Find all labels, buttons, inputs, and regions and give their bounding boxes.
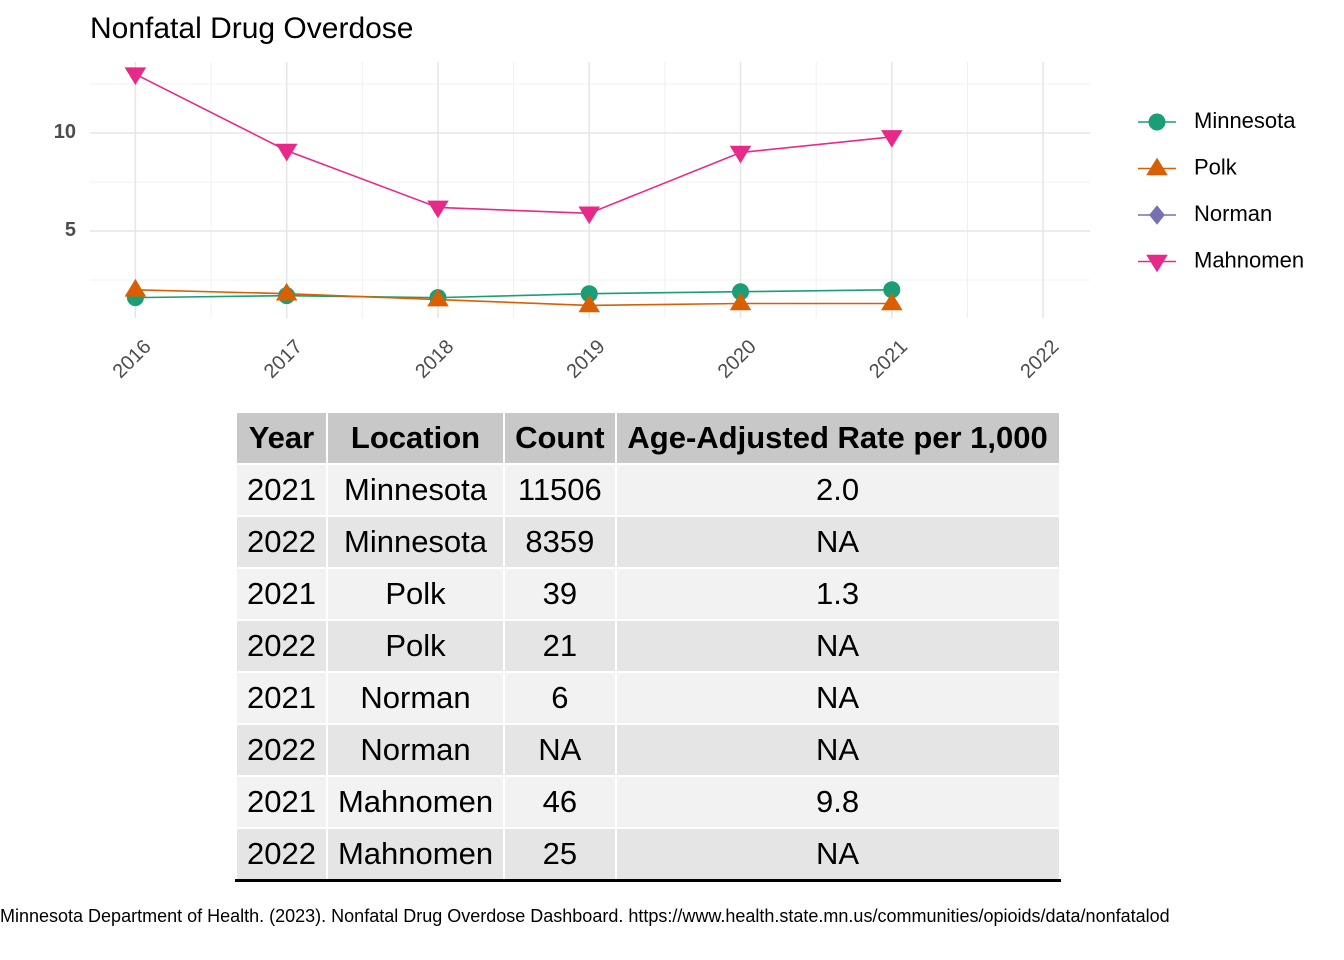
table-cell: 2021 [235,463,328,517]
series-line [135,288,892,299]
point [275,282,298,301]
table-cell: 6 [503,671,617,725]
table-cell: Minnesota [325,463,506,517]
table-cell: 2.0 [614,463,1061,517]
x-tick-label: 2019 [562,336,609,383]
table-cell: 1.3 [614,567,1061,621]
table-cell: 39 [503,567,617,621]
table-row: 2022 Minnesota 8359 NA [235,515,1061,569]
point [124,278,147,297]
chart-title: Nonfatal Drug Overdose [90,12,414,45]
table-cell: 2021 [235,775,328,829]
legend-label: Norman [1194,201,1272,226]
table-cell: 2021 [235,567,328,621]
table-row: 2021 Polk 39 1.3 [235,567,1061,621]
legend-key [1148,113,1166,131]
table-cell: 2022 [235,723,328,777]
point [578,206,601,225]
point [427,200,449,219]
x-tick-label: 2022 [1016,336,1063,383]
caption: Minnesota Department of Health. (2023). … [0,906,1170,926]
table-cell: NA [614,827,1061,882]
point [729,145,752,164]
table-row: 2021 Norman 6 NA [235,671,1061,725]
table-cell: 2022 [235,619,328,673]
point [124,67,147,86]
table-cell: 11506 [503,463,617,517]
table-cell: 2022 [235,515,328,569]
legend-label: Polk [1194,154,1238,179]
point [729,292,752,311]
point [275,143,298,162]
series-line [135,288,892,307]
point [881,130,903,148]
table-cell: 9.8 [614,775,1061,829]
table-cell: 25 [503,827,617,882]
point [881,292,903,311]
table-cell: 2022 [235,827,328,882]
x-tick-label: 2020 [714,336,761,383]
column-header: Count [503,411,617,465]
table-cell: Norman [325,671,506,725]
table-row: 2022 Mahnomen 25 NA [235,827,1061,882]
column-header: Year [235,411,328,465]
legend-label: Mahnomen [1194,247,1304,272]
x-tick-label: 2017 [260,336,307,383]
table-cell: Mahnomen [325,827,506,882]
legend-key [1146,157,1168,176]
table-cell: 8359 [503,515,617,569]
table-row: 2021 Mahnomen 46 9.8 [235,775,1061,829]
legend-key [1146,254,1168,273]
table-cell: Mahnomen [325,775,506,829]
x-tick-label: 2016 [109,336,156,383]
table-cell: 46 [503,775,617,829]
series-line [135,73,892,215]
table-cell: 2021 [235,671,328,725]
table-cell: 21 [503,619,617,673]
data-table: Year Location Count Age-Adjusted Rate per 1… [235,411,1061,882]
table-cell: Polk [325,619,506,673]
point [427,288,449,307]
table-row: 2022 Norman NA NA [235,723,1061,777]
table-cell: Minnesota [325,515,506,569]
column-header: Location [325,411,506,465]
table-cell: Polk [325,567,506,621]
x-tick-label: 2018 [411,336,458,383]
table-row: 2022 Polk 21 NA [235,619,1061,673]
legend-key [1149,205,1165,225]
y-tick-label: 10 [54,121,76,143]
column-header: Age-Adjusted Rate per 1,000 [614,411,1061,465]
table-cell: NA [614,723,1061,777]
chart: Nonfatal Drug Overdose 5 10 2016 2017 2018 20… [54,12,1304,383]
table-row: 2021 Minnesota 11506 2.0 [235,463,1061,517]
table-cell: NA [503,723,617,777]
table-body: 2021 Minnesota 11506 2.0 2022 Minnesota 8359 NA… [235,463,1061,882]
header-row: Year Location Count Age-Adjusted Rate per 1… [235,411,1061,465]
legend-label: Minnesota [1194,108,1296,133]
point [578,294,601,313]
x-tick-label: 2021 [865,336,912,383]
table-cell: NA [614,671,1061,725]
table-cell: NA [614,619,1061,673]
y-tick-label: 5 [65,219,76,241]
table-cell: NA [614,515,1061,569]
table-cell: Norman [325,723,506,777]
